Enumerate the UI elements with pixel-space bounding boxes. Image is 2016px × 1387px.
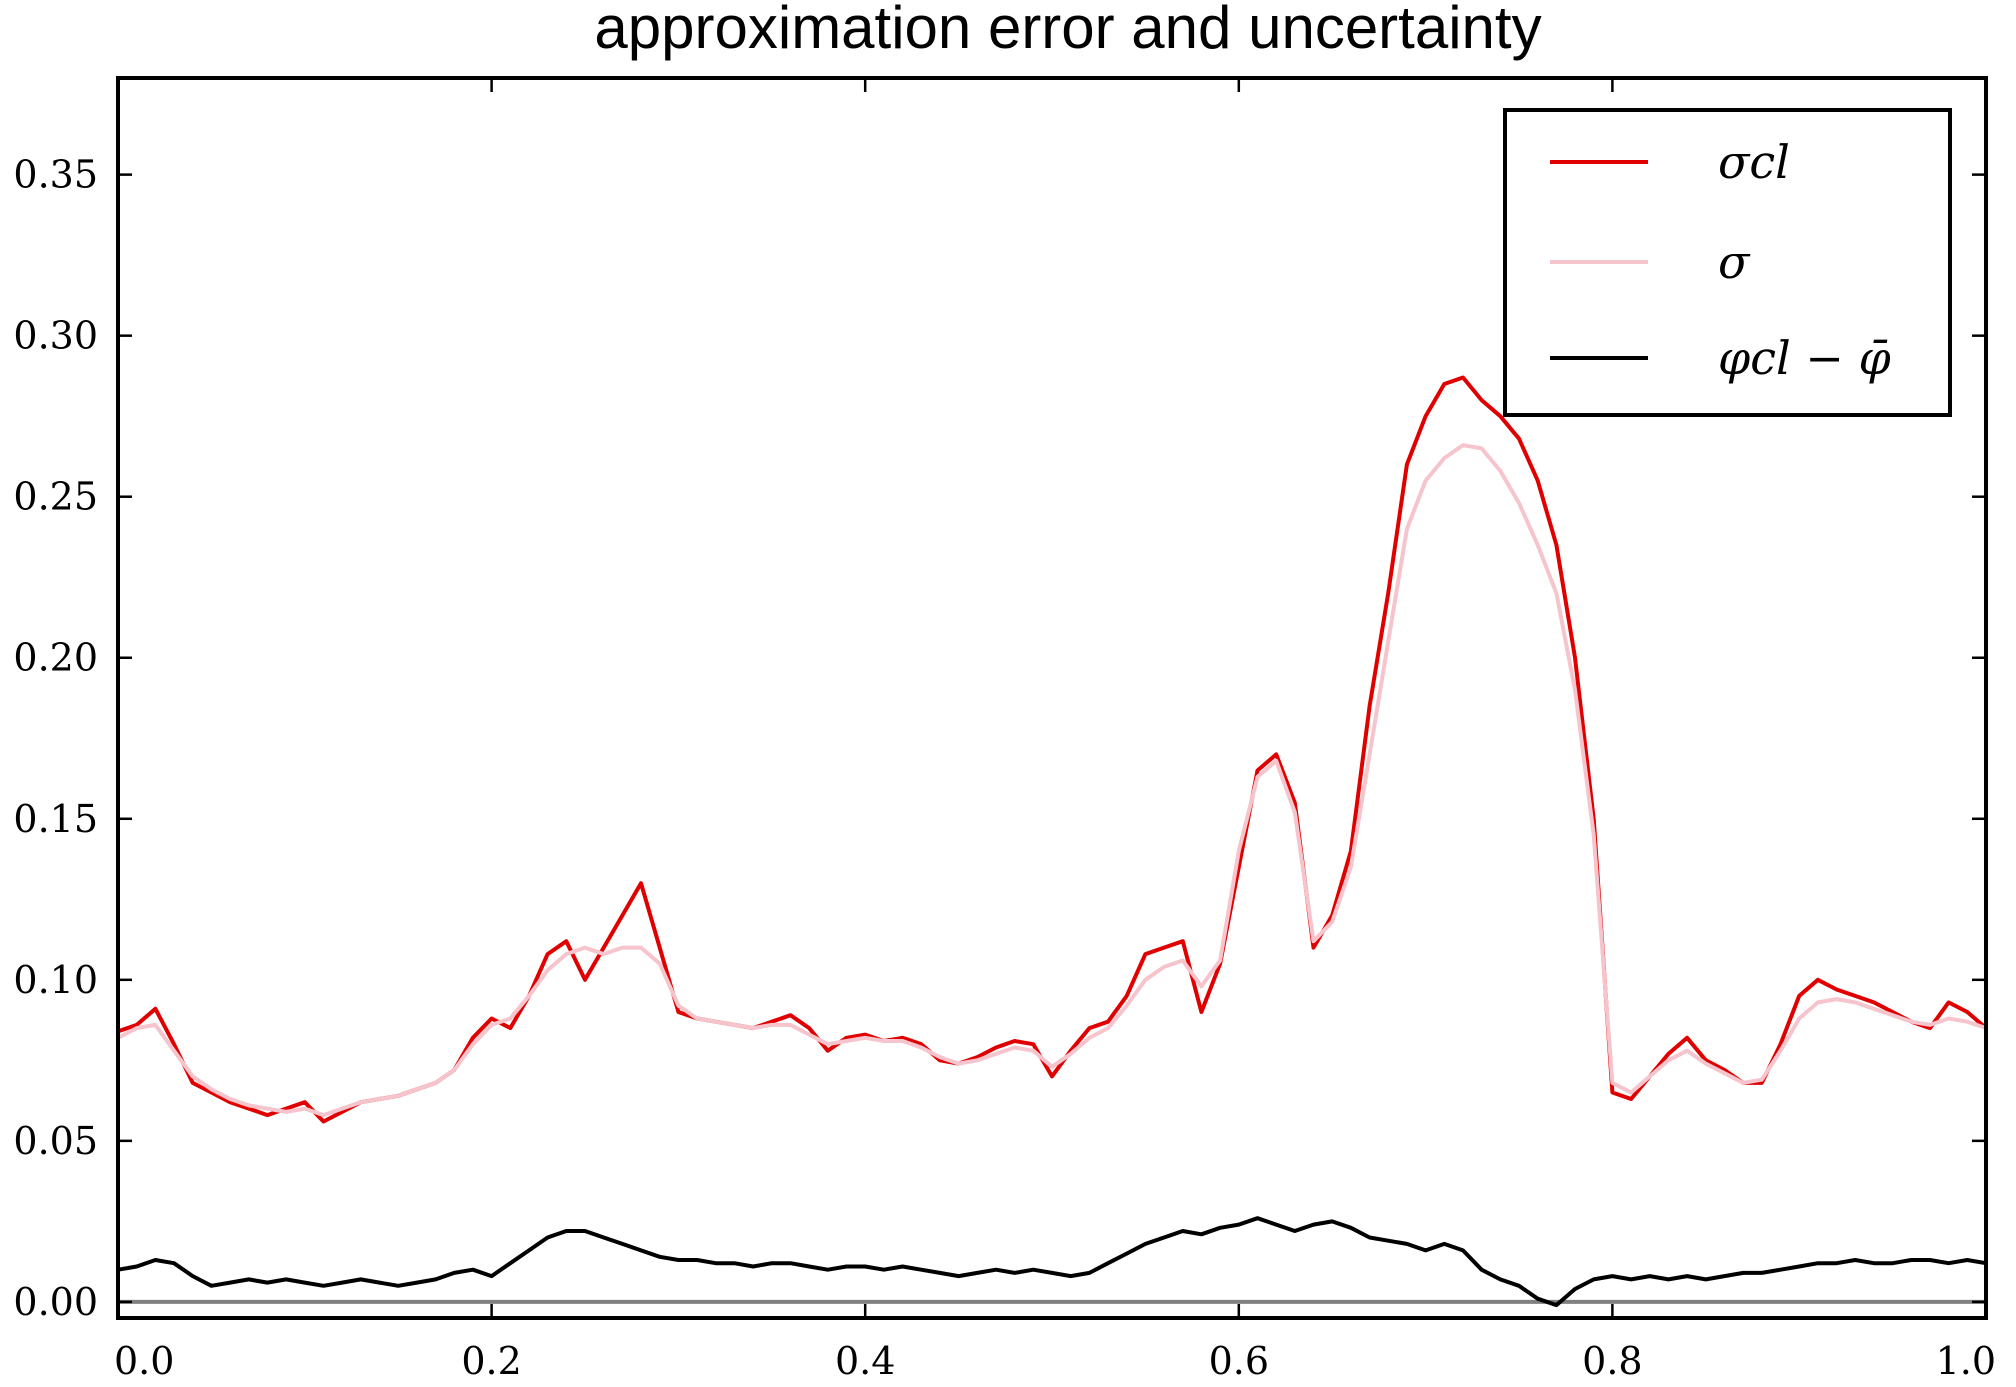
y-tick-label-2: 0.10 — [13, 958, 98, 1002]
legend-items: σcl σ φcl − φ̄ — [1550, 135, 1891, 385]
legend-label-2: φcl − φ̄ — [1718, 331, 1891, 385]
x-tick-label-2: 0.4 — [835, 1339, 895, 1382]
legend-label-1: σ — [1718, 235, 1751, 289]
legend-label-0: σcl — [1718, 135, 1790, 189]
tick-layer — [116, 78, 1988, 1318]
x-tick-label-4: 0.8 — [1582, 1339, 1642, 1382]
x-tick-label-5: 1.0 — [1936, 1339, 1996, 1382]
x-tick-label-3: 0.6 — [1209, 1339, 1269, 1382]
x-tick-labels: 0.0 0.2 0.4 0.6 0.8 1.0 — [114, 1339, 1996, 1383]
y-tick-label-7: 0.35 — [13, 153, 98, 197]
y-tick-label-1: 0.05 — [13, 1119, 98, 1163]
series-line-0 — [116, 375, 1988, 1124]
y-tick-labels: 0.00 0.05 0.10 0.15 0.20 0.25 0.30 0.35 — [13, 153, 98, 1324]
y-tick-label-5: 0.25 — [13, 475, 98, 519]
y-tick-label-6: 0.30 — [13, 314, 98, 358]
series-line-2 — [116, 1216, 1988, 1308]
y-tick-label-4: 0.20 — [13, 636, 98, 680]
y-tick-label-3: 0.15 — [13, 797, 98, 841]
plot-frame — [116, 76, 1988, 1320]
x-tick-label-1: 0.2 — [461, 1339, 521, 1382]
legend: σcl σ φcl − φ̄ — [1503, 108, 1952, 417]
series-line-1 — [116, 443, 1988, 1118]
y-tick-label-0: 0.00 — [13, 1280, 98, 1324]
series-layer — [116, 375, 1988, 1308]
x-tick-label-0: 0.0 — [114, 1339, 174, 1382]
chart-title: approximation error and uncertainty — [594, 0, 1541, 61]
